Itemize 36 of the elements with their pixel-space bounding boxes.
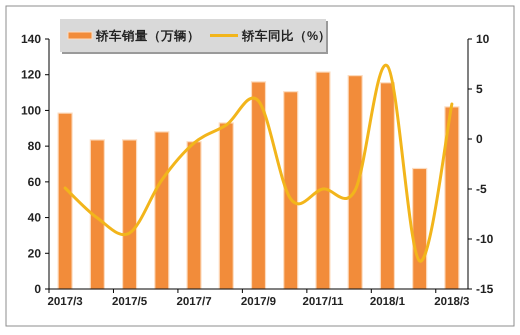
y-tick-label: 100 [20, 103, 42, 118]
y2-tick-label: -5 [476, 182, 487, 196]
bar [186, 141, 202, 290]
bar [315, 71, 331, 290]
x-tick-label: 2018/1 [370, 296, 406, 308]
x-tick-label: 2018/3 [434, 296, 470, 308]
bar [250, 81, 266, 290]
y-tick-label: 120 [20, 68, 42, 82]
x-tick-label: 2017/3 [48, 296, 83, 308]
x-tick-label: 2017/11 [302, 296, 344, 308]
bar [380, 82, 396, 290]
y2-tick-label: 10 [476, 32, 490, 46]
bar [90, 139, 105, 290]
y2-tick-label: -15 [476, 282, 494, 296]
legend-label: 轿车销量（万辆） [95, 28, 200, 43]
legend-label: 轿车同比（%） [241, 28, 332, 43]
y2-tick-label: 5 [476, 82, 483, 96]
bar [283, 91, 298, 290]
y-tick-label: 140 [20, 32, 42, 46]
y-tick-label: 20 [28, 246, 42, 260]
y-tick-label: 60 [28, 174, 42, 189]
bar [122, 139, 138, 290]
y-tick-label: 0 [34, 282, 42, 296]
x-tick-label: 2017/7 [176, 296, 212, 308]
bar [154, 131, 170, 290]
y2-tick-label: -10 [476, 232, 494, 246]
bar [412, 168, 428, 290]
bar [58, 112, 73, 290]
x-tick-label: 2017/9 [240, 296, 276, 308]
bar [348, 75, 363, 290]
y-tick-label: 80 [28, 139, 42, 154]
y2-tick-label: 0 [476, 132, 483, 146]
bar [444, 106, 460, 290]
bar [218, 122, 234, 290]
y-tick-label: 40 [28, 210, 42, 225]
x-tick-label: 2017/5 [112, 296, 148, 308]
